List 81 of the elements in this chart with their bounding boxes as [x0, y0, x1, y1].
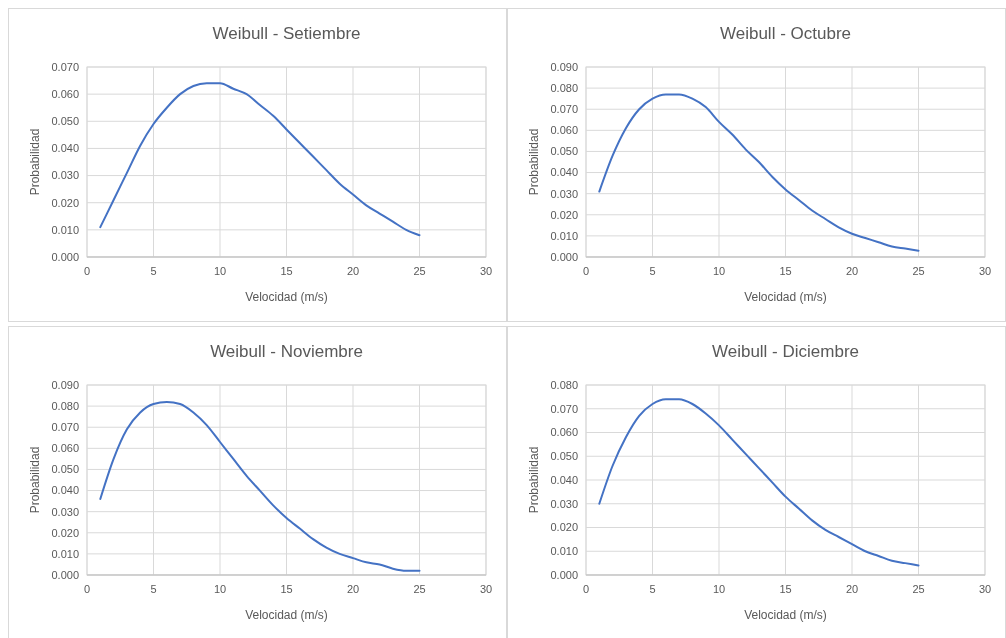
- y-tick-label: 0.020: [550, 208, 578, 221]
- y-tick-label: 0.090: [550, 60, 578, 73]
- x-tick-label: 15: [779, 265, 792, 277]
- x-tick-label: 10: [712, 583, 726, 595]
- y-tick-label: 0.030: [51, 169, 79, 182]
- x-tick-label: 5: [150, 265, 157, 277]
- x-tick-label: 0: [582, 265, 590, 277]
- y-tick-label: 0.070: [51, 60, 79, 73]
- y-tick-label: 0.080: [550, 378, 578, 391]
- y-axis-title: Probabilidad: [28, 446, 42, 514]
- x-tick-label: 20: [346, 583, 360, 595]
- x-tick-label: 15: [280, 265, 293, 277]
- y-tick-label: 0.050: [51, 463, 79, 476]
- x-tick-label: 25: [413, 583, 426, 595]
- y-tick-label: 0.060: [51, 442, 79, 455]
- y-tick-label: 0.030: [550, 187, 578, 200]
- y-tick-label: 0.010: [550, 229, 578, 242]
- y-tick-label: 0.070: [550, 402, 578, 415]
- y-tick-label: 0.070: [550, 103, 578, 116]
- x-tick-label: 30: [479, 583, 493, 595]
- x-tick-label: 10: [213, 265, 227, 277]
- y-tick-label: 0.060: [550, 426, 578, 439]
- chart-title: Weibull - Setiembre: [212, 24, 361, 43]
- y-tick-label: 0.090: [51, 378, 79, 391]
- x-tick-label: 10: [712, 265, 726, 277]
- y-axis-title: Probabilidad: [527, 128, 541, 196]
- y-tick-label: 0.030: [550, 497, 578, 510]
- x-tick-label: 25: [912, 583, 925, 595]
- chart-title: Weibull - Diciembre: [711, 342, 860, 361]
- x-tick-label: 30: [479, 265, 493, 277]
- line-series: [99, 400, 421, 572]
- y-axis-title: Probabilidad: [527, 446, 541, 514]
- y-tick-label: 0.000: [51, 250, 79, 263]
- y-tick-label: 0.020: [550, 521, 578, 534]
- y-tick-label: 0.030: [51, 505, 79, 518]
- y-tick-label: 0.060: [550, 124, 578, 137]
- chart-title: Weibull - Noviembre: [210, 342, 363, 361]
- x-tick-label: 5: [649, 265, 656, 277]
- x-tick-label: 5: [150, 583, 157, 595]
- y-tick-label: 0.010: [51, 223, 79, 236]
- y-tick-label: 0.050: [51, 115, 79, 128]
- x-tick-label: 0: [83, 583, 91, 595]
- x-axis-title: Velocidad (m/s): [245, 290, 328, 304]
- y-tick-label: 0.050: [550, 450, 578, 463]
- x-tick-label: 20: [845, 583, 859, 595]
- y-tick-label: 0.040: [550, 166, 578, 179]
- x-tick-label: 15: [280, 583, 293, 595]
- y-tick-label: 0.020: [51, 196, 79, 209]
- x-axis-title: Velocidad (m/s): [744, 290, 827, 304]
- x-tick-label: 10: [213, 583, 227, 595]
- y-tick-label: 0.000: [550, 568, 578, 581]
- x-tick-label: 15: [779, 583, 792, 595]
- x-tick-label: 20: [346, 265, 360, 277]
- line-series: [99, 82, 421, 237]
- x-tick-label: 30: [978, 265, 992, 277]
- y-tick-label: 0.000: [550, 250, 578, 263]
- y-tick-label: 0.010: [550, 545, 578, 558]
- y-tick-label: 0.020: [51, 526, 79, 539]
- y-tick-label: 0.010: [51, 547, 79, 560]
- x-tick-label: 25: [413, 265, 426, 277]
- x-axis-title: Velocidad (m/s): [245, 608, 328, 622]
- y-tick-label: 0.080: [550, 81, 578, 94]
- x-tick-label: 20: [845, 265, 859, 277]
- y-tick-label: 0.040: [51, 142, 79, 155]
- line-series: [598, 93, 920, 252]
- y-tick-label: 0.070: [51, 421, 79, 434]
- y-tick-label: 0.080: [51, 399, 79, 412]
- y-tick-label: 0.000: [51, 568, 79, 581]
- y-axis-title: Probabilidad: [28, 128, 42, 196]
- y-tick-label: 0.060: [51, 87, 79, 100]
- x-axis-title: Velocidad (m/s): [744, 608, 827, 622]
- line-series: [598, 398, 920, 567]
- x-tick-label: 25: [912, 265, 925, 277]
- y-tick-label: 0.050: [550, 145, 578, 158]
- x-tick-label: 0: [582, 583, 590, 595]
- y-tick-label: 0.040: [51, 484, 79, 497]
- y-tick-label: 0.040: [550, 473, 578, 486]
- x-tick-label: 5: [649, 583, 656, 595]
- x-tick-label: 0: [83, 265, 91, 277]
- chart-title: Weibull - Octubre: [719, 24, 852, 43]
- x-tick-label: 30: [978, 583, 992, 595]
